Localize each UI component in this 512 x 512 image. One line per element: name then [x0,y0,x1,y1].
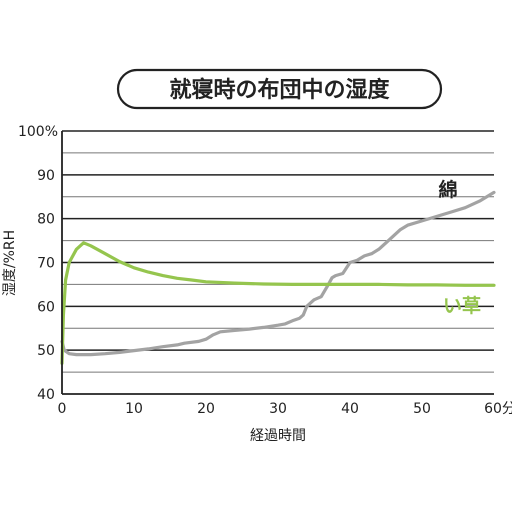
x-tick-label: 10 [125,401,143,417]
x-tick-labels: 0 10 20 30 40 50 60分 [58,401,512,417]
y-tick-label: 50 [37,343,55,359]
x-tick-label: 0 [58,401,67,417]
y-tick-label: 40 [37,387,55,403]
series-labels: 綿い草 [438,178,481,317]
series-lines [60,190,496,365]
y-tick-label: 90 [37,168,55,184]
grid [62,130,494,373]
x-axis-title: 経過時間 [250,428,306,444]
y-tick-label: 100% [18,124,58,140]
x-tick-label: 50 [413,401,431,417]
title-group: 就寝時の布団中の湿度 [116,68,443,110]
x-tick-label: 20 [197,401,215,417]
y-tick-label: 80 [37,212,55,228]
y-tick-labels: 40 50 60 70 80 90 100% [18,124,58,403]
series-line-1 [60,241,496,365]
y-axis-title: 湿度/%RH [2,230,18,296]
x-tick-label: 30 [269,401,287,417]
y-tick-label: 70 [37,256,55,272]
series-label-0: 綿 [438,178,457,201]
series-line-0 [60,190,496,357]
chart-title: 就寝時の布団中の湿度 [169,77,390,103]
x-tick-label: 40 [341,401,359,417]
y-tick-label: 60 [37,299,55,315]
title-frame [116,68,443,110]
axes [61,131,494,395]
x-tick-label: 60分 [484,401,512,417]
series-label-1: い草 [443,294,481,317]
